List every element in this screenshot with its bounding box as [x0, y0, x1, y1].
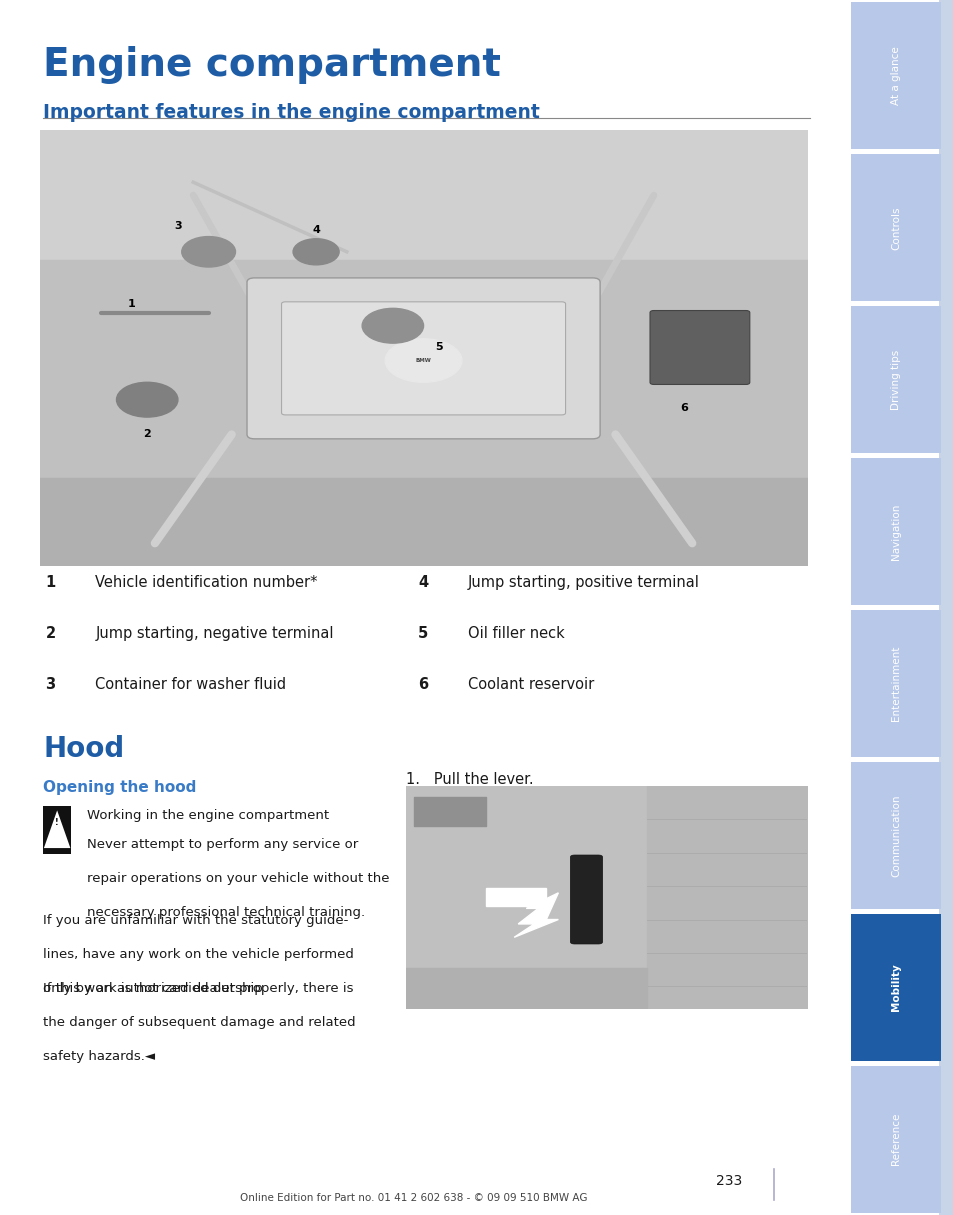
Text: 5: 5	[417, 626, 428, 640]
Text: Jump starting, positive terminal: Jump starting, positive terminal	[467, 575, 699, 589]
Text: Never attempt to perform any service or: Never attempt to perform any service or	[87, 838, 357, 852]
Text: Container for washer fluid: Container for washer fluid	[95, 677, 286, 691]
Text: If this work is not carried out properly, there is: If this work is not carried out properly…	[43, 982, 354, 995]
Text: At a glance: At a glance	[890, 46, 901, 106]
Circle shape	[385, 339, 461, 383]
Text: Working in the engine compartment: Working in the engine compartment	[87, 809, 329, 823]
Text: repair operations on your vehicle without the: repair operations on your vehicle withou…	[87, 872, 389, 886]
Polygon shape	[44, 810, 71, 848]
Text: Mobility: Mobility	[890, 963, 901, 1011]
Circle shape	[293, 238, 338, 265]
Text: Vehicle identification number*: Vehicle identification number*	[95, 575, 317, 589]
FancyBboxPatch shape	[43, 806, 71, 854]
Text: 4: 4	[417, 575, 428, 589]
Text: 233: 233	[715, 1174, 741, 1188]
FancyBboxPatch shape	[850, 154, 941, 301]
FancyBboxPatch shape	[405, 786, 806, 1008]
Text: 6: 6	[679, 403, 688, 413]
Text: the danger of subsequent damage and related: the danger of subsequent damage and rela…	[43, 1016, 355, 1029]
FancyBboxPatch shape	[40, 130, 806, 565]
Text: Reference: Reference	[890, 1113, 901, 1165]
FancyBboxPatch shape	[850, 610, 941, 757]
FancyBboxPatch shape	[649, 311, 749, 384]
Text: Coolant reservoir: Coolant reservoir	[467, 677, 594, 691]
FancyBboxPatch shape	[938, 0, 953, 1215]
Text: Navigation: Navigation	[890, 503, 901, 560]
Text: Important features in the engine compartment: Important features in the engine compart…	[43, 103, 539, 123]
Text: !: !	[55, 818, 59, 827]
Text: 2: 2	[143, 429, 151, 440]
FancyBboxPatch shape	[850, 1066, 941, 1213]
FancyBboxPatch shape	[850, 762, 941, 909]
FancyBboxPatch shape	[850, 914, 941, 1061]
Text: 1: 1	[128, 299, 135, 309]
Text: 1.   Pull the lever.: 1. Pull the lever.	[405, 772, 533, 786]
FancyBboxPatch shape	[850, 306, 941, 453]
Text: Communication: Communication	[890, 795, 901, 876]
Text: only by an authorized dealership.: only by an authorized dealership.	[43, 982, 267, 995]
FancyBboxPatch shape	[281, 301, 565, 414]
Text: Engine compartment: Engine compartment	[43, 46, 500, 84]
Text: lines, have any work on the vehicle performed: lines, have any work on the vehicle perf…	[43, 948, 354, 961]
Text: Jump starting, negative terminal: Jump starting, negative terminal	[95, 626, 334, 640]
Text: Hood: Hood	[43, 735, 124, 763]
Polygon shape	[514, 893, 558, 937]
Text: 3: 3	[46, 677, 55, 691]
Text: 1: 1	[46, 575, 55, 589]
Text: Oil filler neck: Oil filler neck	[467, 626, 564, 640]
FancyBboxPatch shape	[247, 278, 599, 439]
Text: If you are unfamiliar with the statutory guide-: If you are unfamiliar with the statutory…	[43, 914, 348, 927]
Text: Online Edition for Part no. 01 41 2 602 638 - © 09 09 510 BMW AG: Online Edition for Part no. 01 41 2 602 …	[240, 1193, 587, 1203]
Text: safety hazards.◄: safety hazards.◄	[43, 1050, 155, 1063]
Polygon shape	[486, 888, 546, 906]
Text: 4: 4	[312, 225, 319, 234]
FancyBboxPatch shape	[570, 855, 602, 944]
Circle shape	[182, 237, 235, 267]
Text: 5: 5	[435, 343, 442, 352]
Text: Opening the hood: Opening the hood	[43, 780, 196, 795]
Text: Driving tips: Driving tips	[890, 350, 901, 409]
Text: 2: 2	[46, 626, 55, 640]
FancyBboxPatch shape	[850, 2, 941, 149]
Text: 6: 6	[417, 677, 428, 691]
FancyBboxPatch shape	[850, 458, 941, 605]
Circle shape	[116, 383, 177, 417]
Text: BMW: BMW	[416, 358, 431, 363]
Text: necessary professional technical training.: necessary professional technical trainin…	[87, 906, 365, 920]
Text: Controls: Controls	[890, 207, 901, 249]
Text: Entertainment: Entertainment	[890, 645, 901, 722]
Circle shape	[362, 309, 423, 343]
Text: 3: 3	[174, 221, 181, 231]
